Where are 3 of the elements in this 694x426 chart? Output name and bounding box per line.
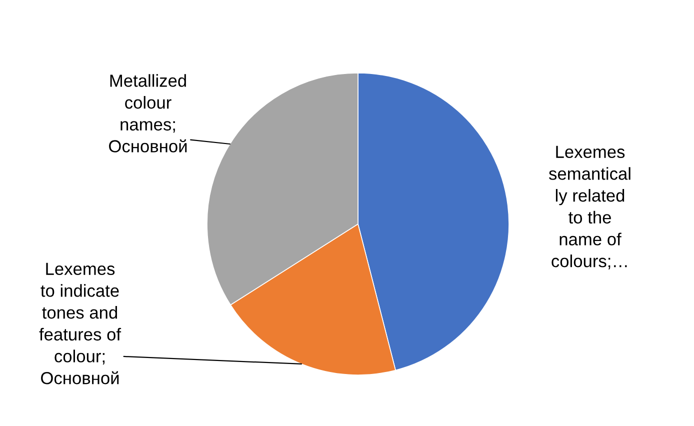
slice-label: Lexemes semantical ly related to the name of colours;… [548, 146, 630, 270]
slice-label: Lexemes to indicate tones and features of colour; Основной [39, 262, 122, 384]
slice-label: Metallized colour names; Основной [109, 74, 187, 152]
